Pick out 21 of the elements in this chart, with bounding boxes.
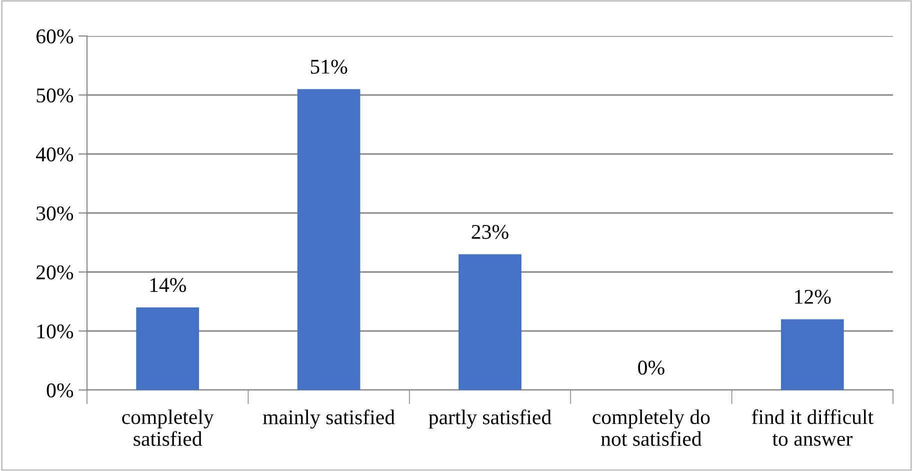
x-tick-label: completely satisfied [122,409,214,446]
data-label: 23% [472,224,508,240]
y-tick-label: 60% [36,29,74,44]
x-tick-label: partly satisfied [428,409,552,429]
bar [136,307,200,390]
y-tick-label: 20% [36,265,74,280]
y-tick-label: 0% [46,383,74,398]
x-tick-label: mainly satisfied [262,409,395,429]
data-label: 12% [795,290,831,304]
bar [458,254,522,390]
data-label: 14% [150,278,186,292]
x-tick-label: completely do not satisfied [592,409,710,446]
data-label: 51% [310,60,348,74]
y-tick-label: 50% [36,88,74,102]
y-tick-label: 40% [36,147,74,162]
bar [297,89,360,390]
y-tick-label: 10% [37,324,74,338]
y-tick-label: 30% [36,206,74,220]
data-label: 0% [638,360,664,375]
x-tick-label: find it difficult to answer [752,409,874,446]
bar [780,319,844,390]
